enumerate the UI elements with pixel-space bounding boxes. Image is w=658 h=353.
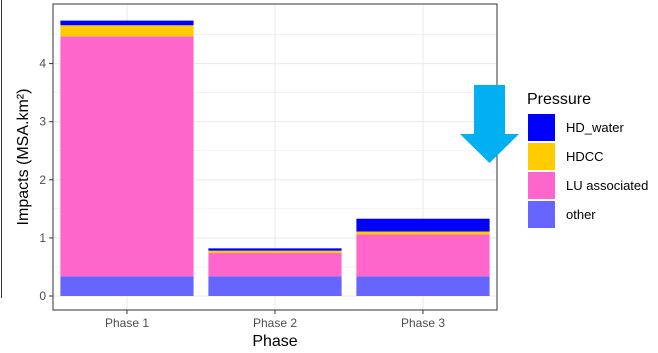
bar-segment-lu-associated (208, 253, 342, 277)
legend-key (528, 114, 555, 141)
bar-segment-other (60, 276, 194, 296)
bar-segment-other (208, 276, 342, 296)
bar-segment-hdcc (60, 25, 194, 37)
y-tick-label: 3 (39, 115, 46, 129)
x-tick-label: Phase 3 (401, 316, 445, 330)
bar-segment-other (356, 276, 490, 296)
x-tick-label: Phase 2 (253, 316, 297, 330)
bar-segment-hdcc (208, 250, 342, 254)
y-axis-title: Impacts (MSA.km²) (15, 89, 32, 226)
axes: 0 1 2 3 4 Phase 1 Phase 2 Phase 3 (39, 57, 445, 330)
legend-label: HD_water (566, 120, 624, 135)
legend: HD_water HDCC LU associated other (528, 114, 648, 228)
x-axis-title: Phase (252, 333, 297, 350)
legend-key (528, 172, 555, 199)
y-tick-label: 0 (39, 289, 46, 303)
legend-key (528, 143, 555, 170)
bars (60, 20, 490, 296)
legend-title: Pressure (527, 91, 591, 108)
x-tick-label: Phase 1 (105, 316, 149, 330)
down-arrow-icon (460, 85, 519, 163)
legend-key (528, 201, 555, 228)
legend-label: HDCC (566, 149, 604, 164)
bar-segment-hd-water (356, 218, 490, 232)
bar-segment-lu-associated (60, 36, 194, 277)
y-tick-label: 2 (39, 173, 46, 187)
legend-label: LU associated (566, 178, 648, 193)
bar-segment-hd-water (208, 248, 342, 251)
y-tick-label: 1 (39, 231, 46, 245)
y-tick-label: 4 (39, 57, 46, 71)
legend-label: other (566, 207, 596, 222)
bar-segment-hd-water (60, 20, 194, 26)
bar-segment-hdcc (356, 231, 490, 235)
bar-segment-lu-associated (356, 234, 490, 277)
